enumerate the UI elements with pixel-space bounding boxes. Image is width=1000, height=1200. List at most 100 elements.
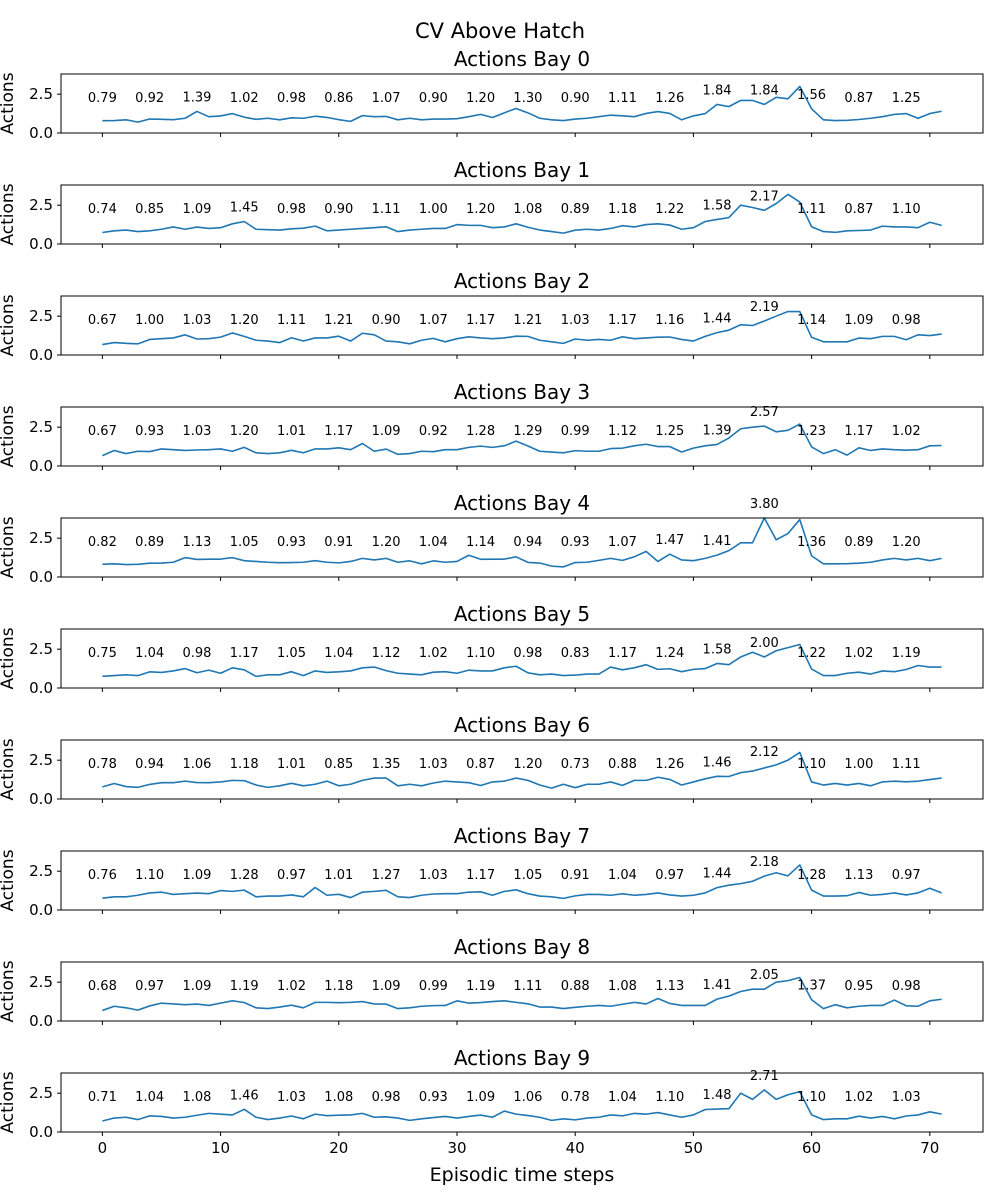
data-point <box>669 446 670 447</box>
data-point <box>563 566 564 567</box>
value-annotation: 1.17 <box>844 424 873 439</box>
value-annotation: 0.82 <box>88 535 117 550</box>
data-point <box>279 119 280 120</box>
value-annotation: 1.09 <box>182 202 211 217</box>
data-point <box>255 676 256 677</box>
data-point <box>468 555 469 556</box>
series-line <box>102 517 942 568</box>
data-point <box>125 119 126 120</box>
data-point <box>504 559 505 560</box>
data-point <box>504 1000 505 1001</box>
data-point <box>586 673 587 674</box>
data-point <box>906 226 907 227</box>
value-annotation: 0.93 <box>561 535 590 550</box>
data-point <box>657 669 658 670</box>
data-point <box>267 895 268 896</box>
data-point <box>374 227 375 228</box>
data-point <box>586 451 587 452</box>
data-point <box>693 669 694 670</box>
value-annotation: 1.05 <box>277 646 306 661</box>
data-point <box>303 562 304 563</box>
data-point <box>941 892 942 893</box>
data-point <box>669 894 670 895</box>
data-point <box>586 1117 587 1118</box>
data-point <box>279 229 280 230</box>
data-point <box>149 784 150 785</box>
data-point <box>303 896 304 897</box>
data-point <box>929 666 930 667</box>
data-point <box>776 764 777 765</box>
data-point <box>846 1007 847 1008</box>
value-annotation: 1.10 <box>892 202 921 217</box>
data-point <box>787 875 788 876</box>
data-point <box>350 670 351 671</box>
data-point <box>114 1006 115 1007</box>
value-annotation: 1.20 <box>892 535 921 550</box>
data-point <box>728 330 729 331</box>
data-point <box>504 667 505 668</box>
data-point <box>362 558 363 559</box>
data-point <box>646 1114 647 1115</box>
y-axis-label: Actions <box>0 738 18 800</box>
data-point <box>232 451 233 452</box>
data-point <box>539 1006 540 1007</box>
value-annotation: 1.02 <box>230 91 259 106</box>
value-annotation: 1.02 <box>892 424 921 439</box>
data-point <box>480 891 481 892</box>
data-point <box>196 559 197 560</box>
data-point <box>882 116 883 117</box>
data-point <box>362 667 363 668</box>
data-point <box>835 563 836 564</box>
data-point <box>504 781 505 782</box>
data-point <box>586 784 587 785</box>
data-point <box>563 675 564 676</box>
data-point <box>740 883 741 884</box>
data-point <box>315 448 316 449</box>
data-point <box>409 453 410 454</box>
data-point <box>362 892 363 893</box>
axes-frame <box>60 184 984 245</box>
data-point <box>764 425 765 426</box>
value-annotation: 0.97 <box>277 868 306 883</box>
value-annotation: 1.08 <box>182 1090 211 1105</box>
data-point <box>539 784 540 785</box>
data-point <box>657 1112 658 1113</box>
data-point <box>421 674 422 675</box>
value-annotation: 1.14 <box>797 313 826 328</box>
value-annotation: 1.11 <box>797 202 826 217</box>
data-point <box>941 225 942 226</box>
data-point <box>846 673 847 674</box>
data-point <box>433 338 434 339</box>
data-point <box>244 221 245 222</box>
data-point <box>456 449 457 450</box>
data-point <box>527 1003 528 1004</box>
data-point <box>362 115 363 116</box>
data-point <box>716 1108 717 1109</box>
data-point <box>917 665 918 666</box>
data-point <box>917 334 918 335</box>
value-annotation: 1.20 <box>513 757 542 772</box>
data-point <box>196 1003 197 1004</box>
data-point <box>669 113 670 114</box>
data-point <box>870 450 871 451</box>
data-point <box>610 666 611 667</box>
data-point <box>504 337 505 338</box>
data-point <box>161 1116 162 1117</box>
data-point <box>338 894 339 895</box>
data-point <box>705 558 706 559</box>
value-annotation: 0.98 <box>892 979 921 994</box>
data-point <box>811 226 812 227</box>
data-point <box>598 339 599 340</box>
value-annotation: 0.90 <box>324 202 353 217</box>
data-point <box>693 895 694 896</box>
data-point <box>835 675 836 676</box>
data-point <box>255 896 256 897</box>
data-point <box>421 119 422 120</box>
data-point <box>929 779 930 780</box>
data-point <box>681 559 682 560</box>
data-point <box>917 449 918 450</box>
data-point <box>208 449 209 450</box>
data-point <box>787 311 788 312</box>
data-point <box>149 671 150 672</box>
